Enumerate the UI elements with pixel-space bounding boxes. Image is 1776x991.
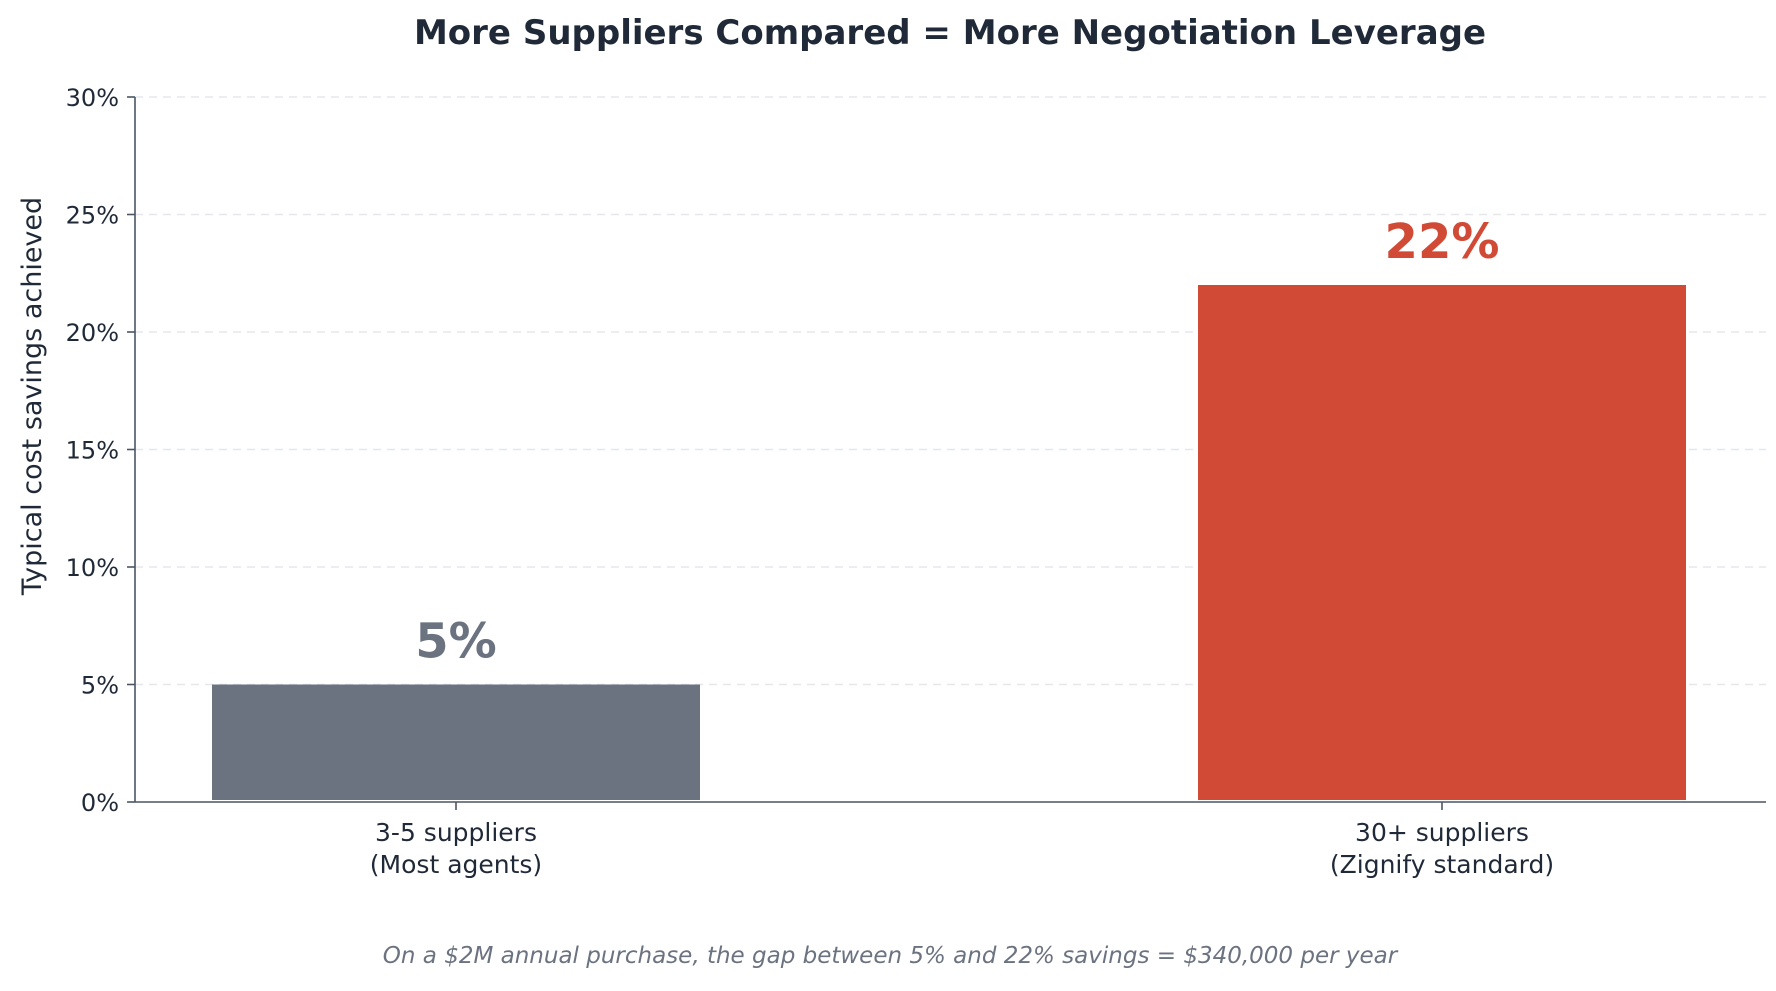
data-labels: 5% 22%: [415, 214, 1499, 670]
bar: [1198, 285, 1686, 800]
bars: [212, 285, 1686, 800]
footnote: On a $2M annual purchase, the gap betwee…: [383, 943, 1399, 969]
y-tick-label: 30%: [66, 84, 119, 112]
y-tick-label: 20%: [66, 319, 119, 347]
x-axis-ticks: 3-5 suppliers (Most agents) 30+ suppliers (…: [370, 802, 1554, 879]
bar: [212, 684, 700, 800]
x-tick-label: (Most agents): [370, 850, 542, 879]
bar-value-label: 5%: [415, 614, 497, 670]
y-axis-label: Typical cost savings achieved: [17, 197, 48, 596]
x-tick-label: 30+ suppliers: [1355, 818, 1529, 847]
bar-value-label: 22%: [1385, 214, 1500, 270]
y-tick-label: 5%: [81, 672, 119, 700]
y-tick-label: 25%: [66, 202, 119, 230]
y-axis-ticks: 0% 5% 10% 15% 20% 25% 30%: [66, 84, 135, 817]
x-tick-label: 3-5 suppliers: [375, 818, 537, 847]
y-tick-label: 0%: [81, 789, 119, 817]
chart-title: More Suppliers Compared = More Negotiati…: [414, 13, 1486, 53]
y-tick-label: 15%: [66, 437, 119, 465]
x-tick-label: (Zignify standard): [1330, 850, 1554, 879]
y-tick-label: 10%: [66, 554, 119, 582]
